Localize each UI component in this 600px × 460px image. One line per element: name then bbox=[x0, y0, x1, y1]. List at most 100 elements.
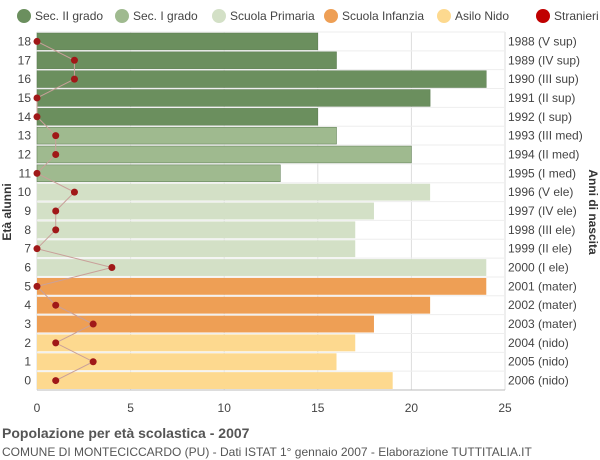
tick-label-age: 0 bbox=[24, 374, 31, 388]
tick-label-x: 25 bbox=[498, 401, 512, 415]
legend-label: Stranieri bbox=[554, 9, 599, 23]
tick-label-birth-year: 1998 (III ele) bbox=[508, 223, 575, 237]
tick-label-x: 0 bbox=[34, 401, 41, 415]
chart-grid bbox=[36, 31, 506, 391]
tick-label-age: 18 bbox=[18, 34, 32, 48]
stranieri-point-age-1 bbox=[89, 358, 97, 366]
bar-age-8 bbox=[37, 221, 356, 239]
legend-swatch bbox=[212, 9, 226, 23]
tick-label-birth-year: 1997 (IV ele) bbox=[508, 204, 577, 218]
stranieri-point-age-8 bbox=[52, 226, 60, 234]
tick-label-age: 10 bbox=[18, 185, 32, 199]
legend-swatch bbox=[324, 9, 338, 23]
bar-age-14 bbox=[36, 108, 319, 126]
bar-age-17 bbox=[36, 51, 337, 69]
stranieri-point-age-7 bbox=[33, 245, 41, 253]
stranieri-point-age-14 bbox=[33, 113, 41, 121]
tick-label-birth-year: 2003 (mater) bbox=[508, 317, 577, 331]
legend-swatch bbox=[536, 9, 550, 23]
bar-age-5 bbox=[37, 277, 487, 295]
tick-label-birth-year: 2001 (mater) bbox=[508, 279, 577, 293]
bar-age-13 bbox=[36, 126, 337, 145]
chart-subtitle: COMUNE DI MONTECICCARDO (PU) - Dati ISTA… bbox=[2, 445, 532, 459]
bar-age-10 bbox=[37, 183, 431, 201]
legend-item-sec-ii-grado: Sec. II grado bbox=[17, 9, 103, 23]
y-axis-title-right: Anni di nascita bbox=[586, 169, 600, 255]
stranieri-series bbox=[33, 37, 116, 385]
bar-age-2 bbox=[37, 334, 356, 352]
tick-label-birth-year: 1994 (II med) bbox=[508, 147, 579, 161]
stranieri-point-age-5 bbox=[33, 282, 41, 290]
tick-label-birth-year: 1996 (V ele) bbox=[508, 185, 573, 199]
tick-label-age: 3 bbox=[24, 317, 31, 331]
stranieri-point-age-4 bbox=[52, 301, 60, 309]
tick-label-age: 7 bbox=[24, 242, 31, 256]
tick-label-age: 16 bbox=[18, 72, 32, 86]
stranieri-point-age-17 bbox=[70, 56, 78, 64]
legend-swatch bbox=[437, 9, 451, 23]
stranieri-point-age-18 bbox=[33, 37, 41, 45]
stranieri-point-age-11 bbox=[33, 169, 41, 177]
stranieri-point-age-12 bbox=[52, 150, 60, 158]
tick-label-birth-year: 1991 (II sup) bbox=[508, 91, 575, 105]
tick-label-age: 5 bbox=[24, 279, 31, 293]
bar-age-4 bbox=[37, 296, 431, 314]
stranieri-point-age-10 bbox=[70, 188, 78, 196]
tick-label-birth-year: 1989 (IV sup) bbox=[508, 53, 580, 67]
legend-item-stranieri: Stranieri bbox=[536, 9, 599, 23]
tick-label-birth-year: 2000 (I ele) bbox=[508, 261, 569, 275]
bar-age-16 bbox=[36, 70, 487, 88]
y-axis-title-left: Età alunni bbox=[0, 183, 14, 240]
tick-label-age: 17 bbox=[18, 53, 32, 67]
stranieri-point-age-2 bbox=[52, 339, 60, 347]
chart-legend: Sec. II grado Sec. I grado Scuola Primaria… bbox=[17, 9, 599, 23]
tick-label-age: 9 bbox=[24, 204, 31, 218]
legend-item-scuola-infanzia: Scuola Infanzia bbox=[324, 9, 424, 23]
bar-age-3 bbox=[37, 315, 374, 333]
legend-label: Sec. I grado bbox=[133, 9, 198, 23]
legend-item-sec-i-grado: Sec. I grado bbox=[115, 9, 198, 23]
bar-age-7 bbox=[37, 240, 356, 258]
bar-age-18 bbox=[36, 32, 319, 51]
tick-label-birth-year: 1995 (I med) bbox=[508, 166, 576, 180]
legend-label: Sec. II grado bbox=[35, 9, 103, 23]
legend-item-asilo-nido: Asilo Nido bbox=[437, 9, 509, 23]
tick-label-age: 1 bbox=[24, 355, 31, 369]
tick-label-birth-year: 2004 (nido) bbox=[508, 336, 569, 350]
bar-age-1 bbox=[37, 353, 337, 371]
tick-label-age: 13 bbox=[18, 129, 32, 143]
tick-label-birth-year: 1992 (I sup) bbox=[508, 110, 572, 124]
tick-label-x: 5 bbox=[127, 401, 134, 415]
tick-label-age: 15 bbox=[18, 91, 32, 105]
tick-label-age: 8 bbox=[24, 223, 31, 237]
legend-swatch bbox=[115, 9, 129, 23]
tick-label-age: 11 bbox=[19, 166, 32, 180]
tick-label-age: 2 bbox=[24, 336, 31, 350]
legend-label: Scuola Infanzia bbox=[342, 9, 424, 23]
tick-label-birth-year: 2006 (nido) bbox=[508, 374, 569, 388]
tick-label-birth-year: 2002 (mater) bbox=[508, 298, 577, 312]
stranieri-point-age-13 bbox=[52, 132, 60, 140]
stranieri-point-age-0 bbox=[52, 377, 60, 385]
bar-age-9 bbox=[37, 202, 374, 220]
bar-age-15 bbox=[36, 89, 431, 107]
tick-label-x: 10 bbox=[218, 401, 232, 415]
stranieri-point-age-16 bbox=[70, 75, 78, 83]
bar-age-0 bbox=[37, 372, 393, 389]
bar-age-12 bbox=[36, 145, 412, 164]
stranieri-point-age-3 bbox=[89, 320, 97, 328]
legend-label: Scuola Primaria bbox=[230, 9, 315, 23]
tick-label-birth-year: 1993 (III med) bbox=[508, 129, 583, 143]
stranieri-point-age-15 bbox=[33, 94, 41, 102]
legend-label: Asilo Nido bbox=[455, 9, 509, 23]
tick-label-age: 4 bbox=[24, 298, 31, 312]
tick-label-x: 20 bbox=[405, 401, 419, 415]
tick-label-x: 15 bbox=[311, 401, 325, 415]
stranieri-point-age-6 bbox=[108, 264, 116, 272]
bar-age-11 bbox=[36, 164, 281, 182]
stranieri-point-age-9 bbox=[52, 207, 60, 215]
tick-label-age: 14 bbox=[18, 110, 32, 124]
population-bar-chart: Sec. II grado Sec. I grado Scuola Primaria… bbox=[0, 9, 600, 415]
chart-bars bbox=[36, 32, 487, 389]
legend-item-scuola-primaria: Scuola Primaria bbox=[212, 9, 315, 23]
